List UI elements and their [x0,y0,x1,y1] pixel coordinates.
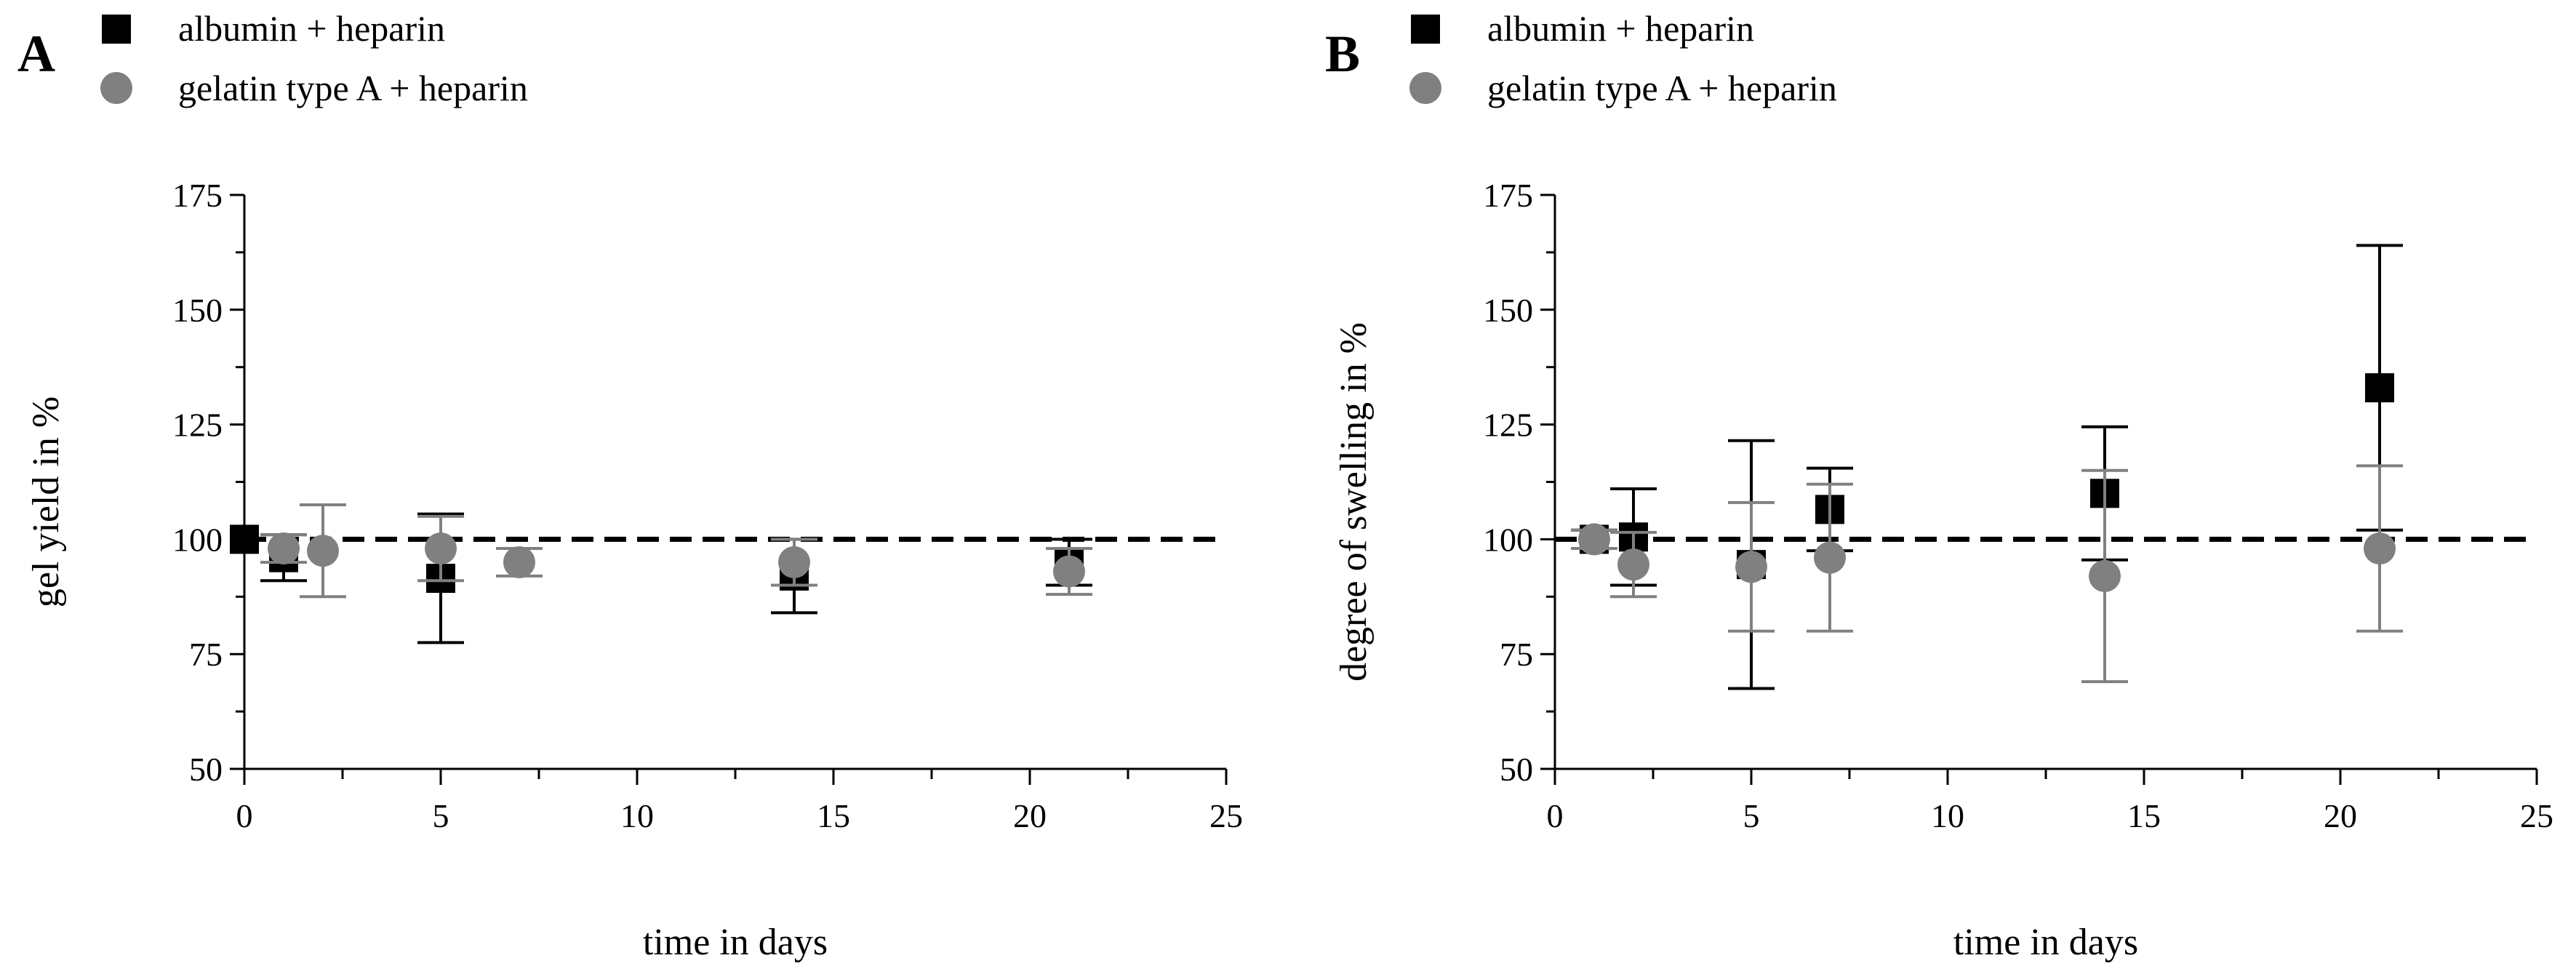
series-layer-b [1571,244,2403,690]
point-gelatin-a [778,546,810,578]
point-gelatin-a [1053,555,1085,588]
point-albumin-a [230,524,259,554]
point-gelatin-a [425,532,457,565]
x-tick-label-b: 5 [1743,797,1760,834]
panel-b-letter: B [1325,25,1360,83]
legend-b-square-marker [1411,15,1440,44]
x-tick-label-a: 25 [1209,797,1243,834]
axes-a: 50 75 100 125 150 175 0 5 10 15 20 25 [172,177,1243,834]
point-gelatin-b [2089,559,2121,592]
x-tick-label-a: 15 [817,797,850,834]
series-layer-a [230,503,1092,644]
point-gelatin-b [1814,541,1846,574]
panel-b: B albumin + heparin gelatin type A + hep… [1325,8,2553,963]
x-tick-label-a: 20 [1013,797,1047,834]
legend-a: albumin + heparin gelatin type A + hepar… [100,8,528,108]
point-gelatin-a [307,535,339,567]
x-axis-title-a: time in days [643,922,828,963]
y-axis-title-b: degree of swelling in % [1333,322,1375,682]
x-tick-label-b: 0 [1547,797,1564,834]
x-tick-label-a: 5 [433,797,449,834]
x-tick-label-a: 10 [620,797,654,834]
point-gelatin-b [2364,532,2396,565]
y-tick-label-a: 175 [172,177,223,214]
y-tick-label-b: 125 [1483,407,1533,444]
y-tick-label-a: 75 [189,636,223,673]
point-gelatin-b [1578,523,1610,556]
y-tick-label-a: 125 [172,407,223,444]
y-tick-label-b: 150 [1483,292,1533,329]
legend-a-label-albumin: albumin + heparin [178,8,445,49]
point-gelatin-b [1735,551,1767,583]
y-tick-label-b: 50 [1500,751,1533,788]
legend-b-label-gelatin: gelatin type A + heparin [1487,68,1837,108]
series-gelatin-b [1571,464,2403,684]
panel-a: A albumin + heparin gelatin type A + hep… [17,8,1243,963]
series-albumin-a [230,512,1092,644]
x-tick-label-b: 15 [2127,797,2161,834]
legend-a-label-gelatin: gelatin type A + heparin [178,68,528,108]
y-tick-label-a: 50 [189,751,223,788]
y-tick-label-b: 175 [1483,177,1533,214]
point-gelatin-a [268,532,300,565]
point-gelatin-b [1617,548,1649,581]
y-tick-label-a: 150 [172,292,223,329]
x-tick-label-b: 25 [2520,797,2553,834]
y-axis-title-a: gel yield in % [25,396,67,607]
legend-a-square-marker [102,15,131,44]
y-tick-label-b: 75 [1500,636,1533,673]
x-axis-title-b: time in days [1953,922,2138,963]
axes-b: 50 75 100 125 150 175 0 5 10 15 20 25 [1483,177,2553,834]
point-gelatin-a [503,546,535,578]
legend-a-circle-marker [100,72,132,104]
legend-b: albumin + heparin gelatin type A + hepar… [1409,8,1837,108]
y-tick-label-b: 100 [1483,521,1533,558]
x-tick-label-b: 10 [1931,797,1964,834]
legend-b-label-albumin: albumin + heparin [1487,8,1754,49]
series-gelatin-a [260,503,1092,599]
x-tick-label-a: 0 [236,797,253,834]
legend-b-circle-marker [1409,72,1441,104]
point-albumin-b [2365,373,2394,403]
x-tick-label-b: 20 [2324,797,2357,834]
y-tick-label-a: 100 [172,521,223,558]
series-albumin-b [1571,244,2403,690]
panel-a-letter: A [17,25,55,83]
